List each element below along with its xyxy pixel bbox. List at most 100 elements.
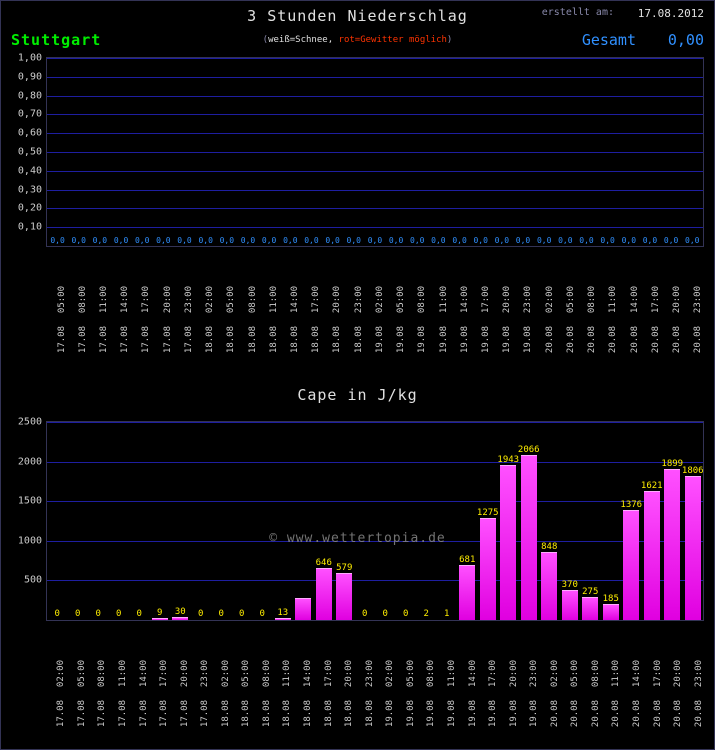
xtick-time: 14:00 [303, 660, 313, 687]
ytick-label: 0,40 [18, 165, 42, 176]
bar-value-label: 0,0 [537, 236, 551, 245]
cape-chart: 5001000150020002500000009300000136465790… [46, 421, 704, 621]
xtick-time: 17:00 [311, 286, 321, 313]
ytick-label: 500 [24, 575, 42, 586]
xtick-date: 20.08 [550, 700, 560, 727]
xtick-time: 11:00 [118, 660, 128, 687]
bar-value-label: 0,0 [347, 236, 361, 245]
xtick-date: 17.08 [180, 700, 190, 727]
xtick-date: 19.08 [385, 700, 395, 727]
xtick-time: 11:00 [447, 660, 457, 687]
xtick-time: 08:00 [587, 286, 597, 313]
xtick-time: 17:00 [653, 660, 663, 687]
bar-value-label: 0,0 [473, 236, 487, 245]
xtick-time: 20:00 [163, 286, 173, 313]
xtick-date: 17.08 [99, 326, 109, 353]
xtick-date: 19.08 [509, 700, 519, 727]
xtick-time: 05:00 [396, 286, 406, 313]
xtick-date: 19.08 [481, 326, 491, 353]
xtick-time: 05:00 [566, 286, 576, 313]
bar-value-label: 0,0 [72, 236, 86, 245]
chart-bar [644, 491, 660, 620]
bar-value-label: 0,0 [241, 236, 255, 245]
bar-value-label: 185 [603, 594, 619, 604]
xtick-date: 17.08 [78, 326, 88, 353]
xtick-date: 18.08 [269, 326, 279, 353]
precip-chart: 0,100,200,300,400,500,600,700,800,901,00… [46, 57, 704, 247]
chart-bar [685, 476, 701, 620]
xtick-time: 23:00 [200, 660, 210, 687]
bar-value-label: 0,0 [283, 236, 297, 245]
xtick-date: 20.08 [545, 326, 555, 353]
xtick-date: 18.08 [354, 326, 364, 353]
xtick-time: 05:00 [406, 660, 416, 687]
chart1-title: 3 Stunden Niederschlag [247, 7, 468, 25]
ytick-label: 0,50 [18, 147, 42, 158]
xtick-time: 02:00 [205, 286, 215, 313]
xtick-date: 18.08 [365, 700, 375, 727]
bar-value-label: 0,0 [177, 236, 191, 245]
xtick-date: 20.08 [672, 326, 682, 353]
chart-bar [295, 598, 311, 620]
xtick-time: 08:00 [591, 660, 601, 687]
xtick-time: 23:00 [354, 286, 364, 313]
bar-value-label: 0 [116, 609, 121, 619]
created-label: erstellt am: [542, 7, 614, 18]
watermark-text: © www.wettertopia.de [269, 531, 446, 546]
ytick-label: 0,80 [18, 90, 42, 101]
chart-bar [582, 597, 598, 620]
xtick-time: 11:00 [269, 286, 279, 313]
xtick-date: 17.08 [56, 700, 66, 727]
xtick-time: 02:00 [385, 660, 395, 687]
xtick-date: 19.08 [417, 326, 427, 353]
bar-value-label: 0 [219, 609, 224, 619]
chart-bar [664, 469, 680, 620]
xtick-time: 20:00 [673, 660, 683, 687]
chart-bar [152, 618, 168, 620]
ytick-label: 0,20 [18, 203, 42, 214]
xtick-time: 08:00 [78, 286, 88, 313]
bar-value-label: 0,0 [664, 236, 678, 245]
xtick-date: 20.08 [632, 700, 642, 727]
total-value: 0,00 [668, 31, 704, 49]
xtick-time: 14:00 [468, 660, 478, 687]
xtick-date: 17.08 [139, 700, 149, 727]
xtick-date: 17.08 [200, 700, 210, 727]
created-date: 17.08.2012 [638, 7, 704, 20]
xtick-date: 19.08 [468, 700, 478, 727]
bar-value-label: 0,0 [50, 236, 64, 245]
bar-value-label: 579 [336, 563, 352, 573]
xtick-date: 18.08 [221, 700, 231, 727]
bar-value-label: 0 [239, 609, 244, 619]
xtick-time: 17:00 [481, 286, 491, 313]
total-label: Gesamt [582, 31, 636, 49]
xtick-date: 18.08 [262, 700, 272, 727]
xtick-date: 18.08 [205, 326, 215, 353]
xtick-date: 18.08 [241, 700, 251, 727]
xtick-time: 23:00 [529, 660, 539, 687]
bar-value-label: 0,0 [262, 236, 276, 245]
bar-value-label: 0,0 [431, 236, 445, 245]
xtick-time: 08:00 [248, 286, 258, 313]
xtick-date: 18.08 [303, 700, 313, 727]
bar-value-label: 1 [444, 609, 449, 619]
xtick-time: 20:00 [180, 660, 190, 687]
xtick-date: 19.08 [375, 326, 385, 353]
xtick-date: 20.08 [630, 326, 640, 353]
xtick-time: 11:00 [611, 660, 621, 687]
xtick-time: 23:00 [694, 660, 704, 687]
xtick-date: 19.08 [523, 326, 533, 353]
bar-value-label: 0,0 [600, 236, 614, 245]
chart-bar [316, 568, 332, 620]
xtick-time: 20:00 [672, 286, 682, 313]
chart-bar [623, 510, 639, 620]
xtick-time: 14:00 [120, 286, 130, 313]
bar-value-label: 0,0 [368, 236, 382, 245]
xtick-date: 18.08 [344, 700, 354, 727]
xtick-time: 23:00 [184, 286, 194, 313]
xtick-time: 20:00 [344, 660, 354, 687]
bar-value-label: 1275 [477, 508, 499, 518]
chart-bar [603, 604, 619, 620]
bar-value-label: 30 [175, 607, 186, 617]
chart-bar [500, 465, 516, 620]
